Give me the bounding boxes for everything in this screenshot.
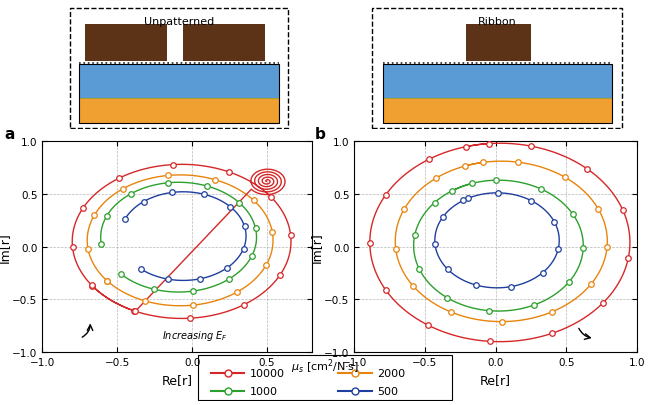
Bar — [383, 65, 612, 124]
Text: Increasing $E_F$: Increasing $E_F$ — [162, 328, 228, 343]
X-axis label: Re[r]: Re[r] — [480, 373, 511, 386]
X-axis label: Re[r]: Re[r] — [162, 373, 192, 386]
Bar — [466, 25, 531, 62]
Bar — [383, 65, 612, 99]
Y-axis label: Im[r]: Im[r] — [310, 232, 323, 262]
Bar — [79, 65, 279, 124]
Text: 2000: 2000 — [377, 368, 405, 378]
Text: 1000: 1000 — [250, 386, 278, 396]
Bar — [85, 25, 167, 62]
Text: Unpatterned: Unpatterned — [144, 17, 214, 27]
Bar — [383, 99, 612, 124]
Bar — [183, 25, 265, 62]
Text: $\mu_s$ [cm$^2$/N·s]: $\mu_s$ [cm$^2$/N·s] — [291, 357, 359, 375]
Bar — [79, 65, 279, 99]
Text: a: a — [5, 127, 15, 142]
Y-axis label: Im[r]: Im[r] — [0, 232, 11, 262]
Bar — [79, 99, 279, 124]
Text: 500: 500 — [377, 386, 398, 396]
Text: 10000: 10000 — [250, 368, 285, 378]
Text: b: b — [315, 127, 326, 142]
Text: Ribbon: Ribbon — [478, 17, 517, 27]
